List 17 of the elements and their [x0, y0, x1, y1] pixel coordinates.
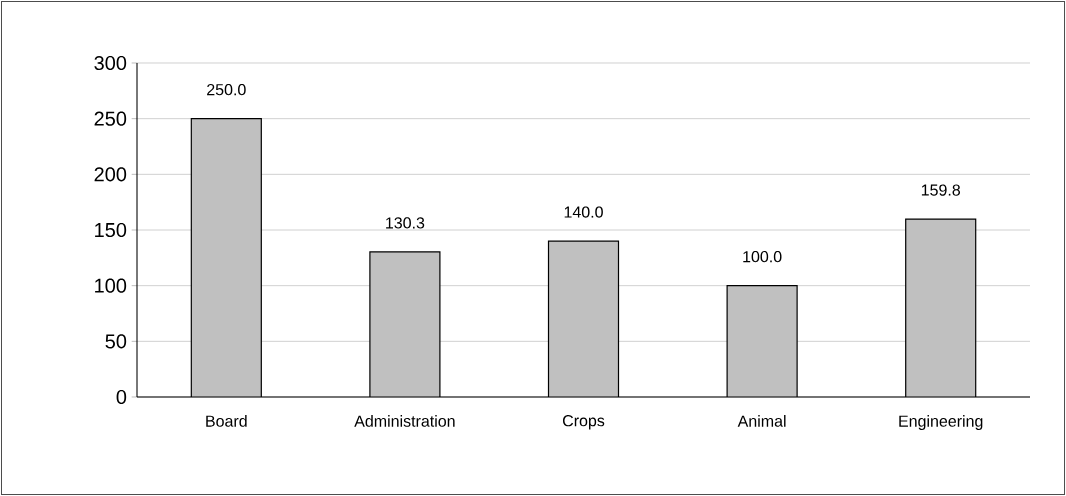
data-label: 140.0 [564, 206, 603, 218]
y-tick-label: 200 [94, 167, 127, 182]
x-tick-label: Board [206, 415, 247, 427]
y-tick-label: 250 [94, 111, 127, 126]
data-label: 250.0 [207, 83, 246, 96]
y-tick-label: 150 [95, 222, 127, 238]
x-tick-label: Animal [737, 415, 786, 427]
x-tick-label: Administration [354, 415, 455, 427]
y-tick-label: 0 [116, 389, 127, 405]
data-label: 159.8 [921, 184, 961, 196]
y-tick-label: 300 [94, 55, 127, 71]
x-tick-label: Engineering [899, 415, 983, 430]
y-tick-label: 50 [105, 334, 127, 349]
data-label: 100.0 [743, 250, 782, 263]
x-tick-label: Crops [562, 415, 605, 430]
data-label: 130.3 [386, 217, 425, 229]
y-tick-label: 100 [95, 278, 127, 293]
